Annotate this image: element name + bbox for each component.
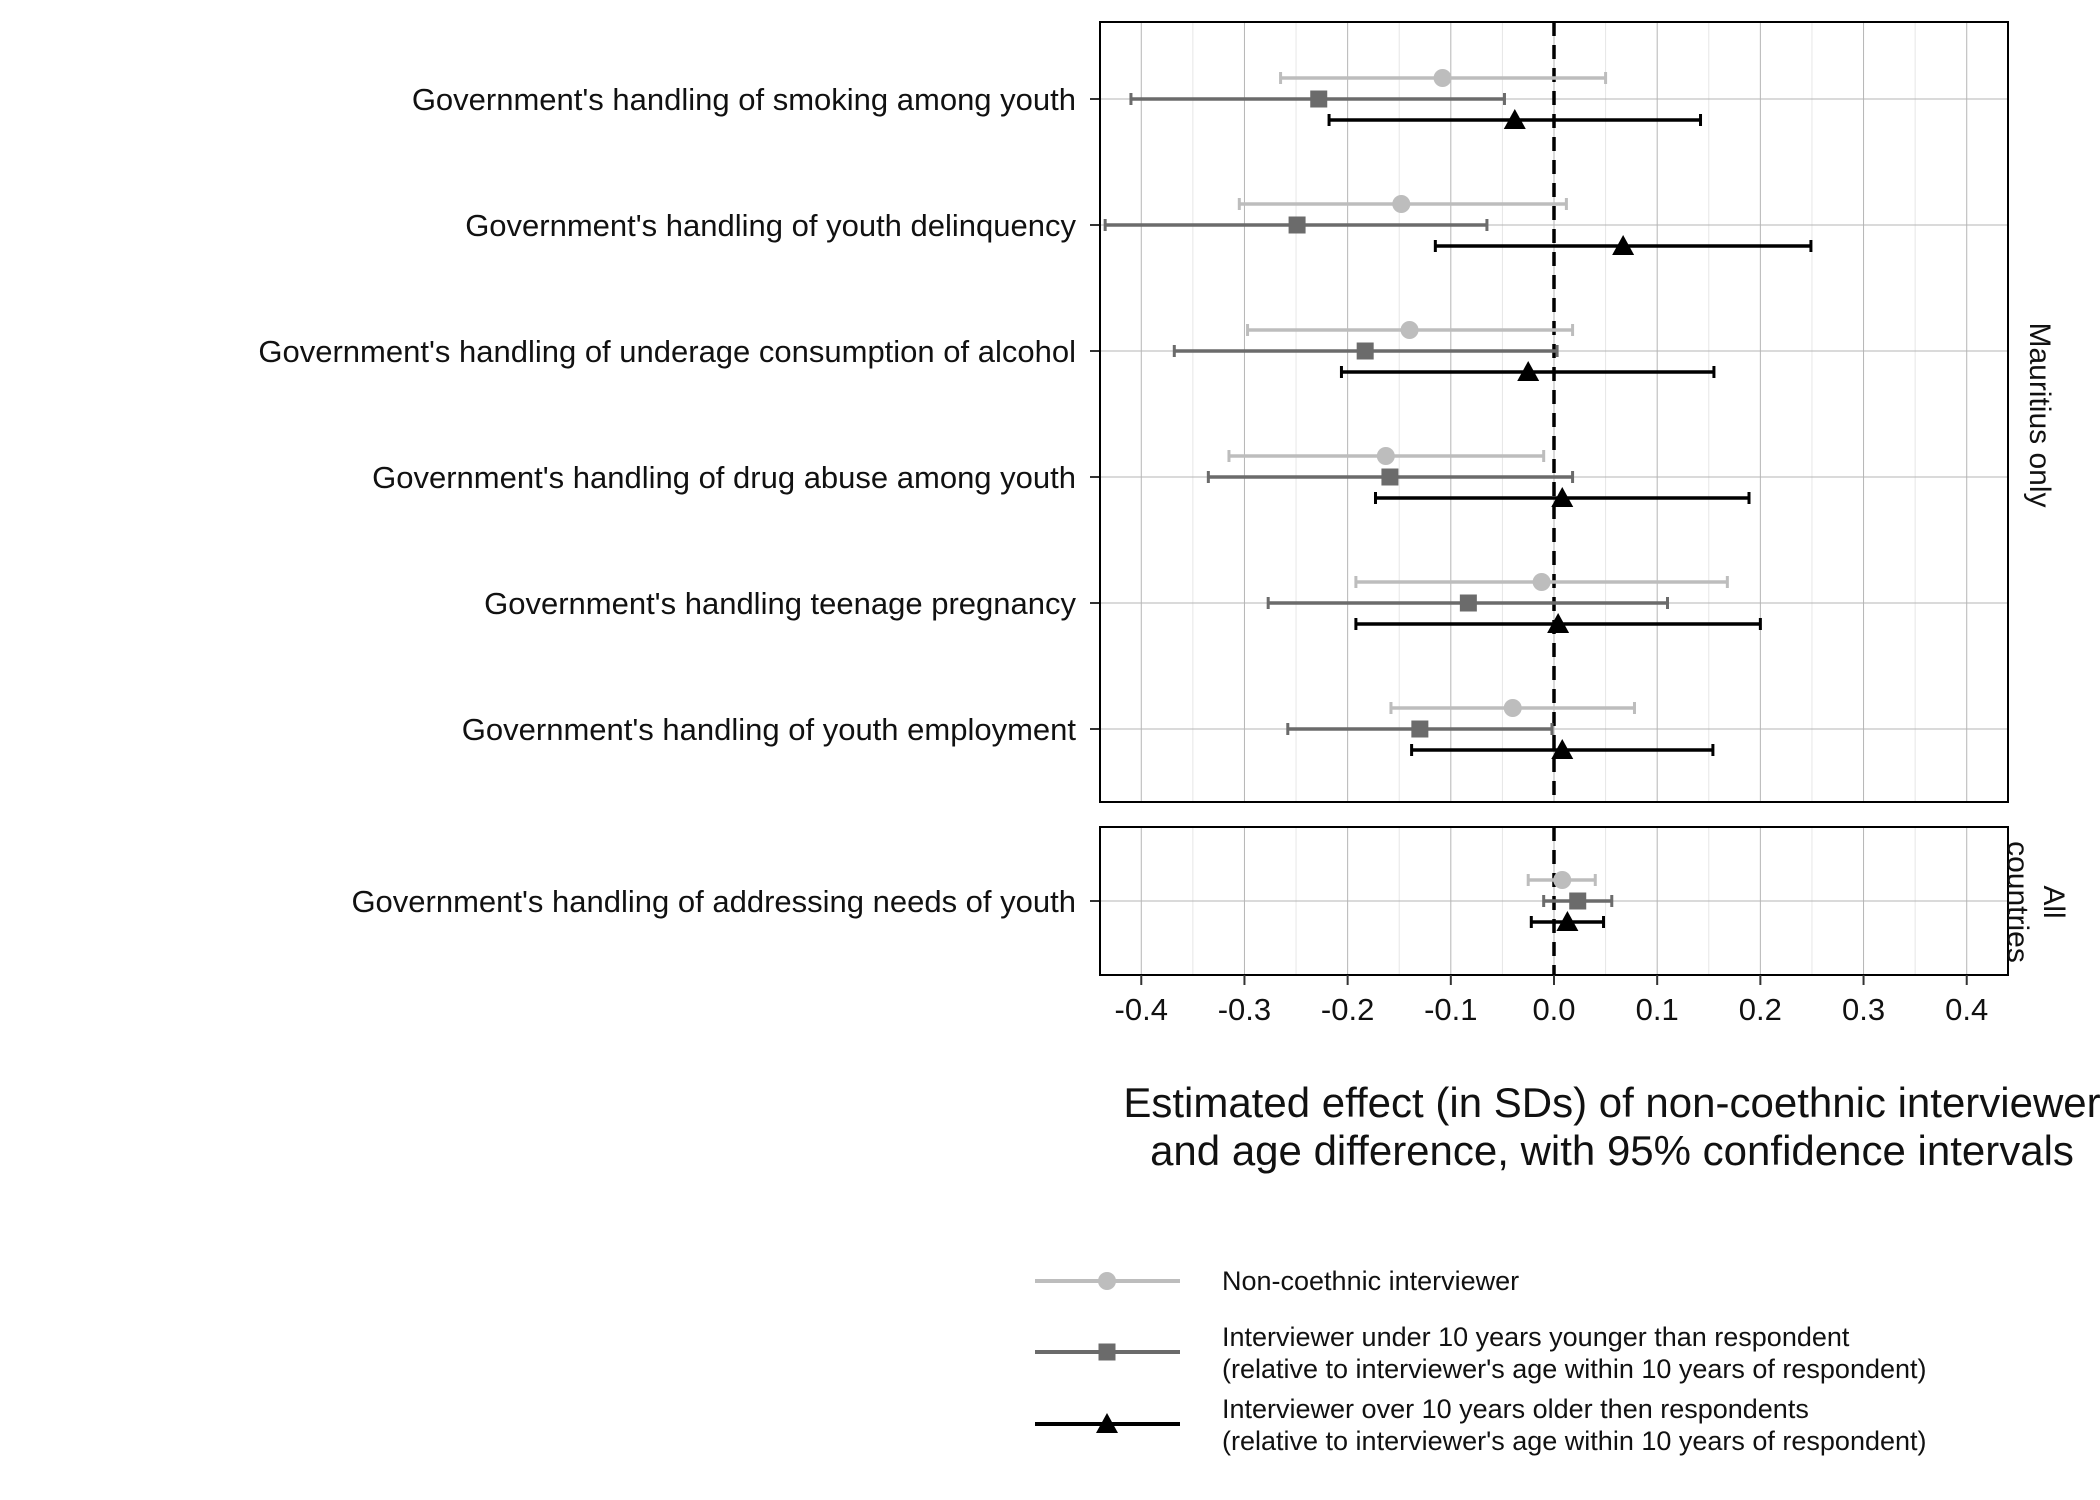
strip-label-line: All: [2037, 885, 2070, 918]
estimate-triangle: [1529, 911, 1606, 931]
x-tick-label: -0.2: [1321, 992, 1374, 1027]
row-label: Government's handling teenage pregnancy: [484, 586, 1076, 621]
row-label: Government's handling of youth delinquen…: [465, 208, 1076, 243]
estimate-triangle: [1354, 613, 1762, 633]
strip-label-line: Mauritius only: [2023, 322, 2056, 507]
estimate-square: [1103, 216, 1489, 234]
estimate-square: [1542, 892, 1614, 910]
row-label: Government's handling of addressing need…: [351, 884, 1076, 919]
x-tick-label: 0.4: [1945, 992, 1988, 1027]
legend-key-square: [1098, 1343, 1116, 1361]
x-tick-label: 0.1: [1636, 992, 1679, 1027]
estimate-circle: [1246, 321, 1575, 339]
legend-label: Interviewer over 10 years older then res…: [1222, 1394, 1809, 1424]
estimate-triangle: [1433, 235, 1813, 255]
legend-key-triangle: [1096, 1413, 1118, 1433]
legend-label: Non-coethnic interviewer: [1222, 1266, 1519, 1296]
estimate-circle: [1237, 195, 1568, 213]
panel-2: Government's handling of addressing need…: [351, 826, 2070, 976]
estimate-square: [1129, 90, 1506, 108]
estimate-triangle: [1327, 109, 1703, 129]
legend-label: Interviewer under 10 years younger than …: [1222, 1322, 1850, 1352]
point-estimate-triangle: [1547, 613, 1570, 633]
estimate-square: [1172, 342, 1559, 360]
point-estimate-square: [1381, 468, 1399, 486]
estimate-circle: [1227, 447, 1546, 465]
point-estimate-triangle: [1517, 361, 1540, 381]
estimate-circle: [1279, 69, 1608, 87]
point-estimate-circle: [1433, 69, 1452, 87]
row-label: Government's handling of youth employmen…: [462, 712, 1077, 747]
estimate-square: [1286, 720, 1554, 738]
point-estimate-circle: [1532, 573, 1551, 591]
strip-label: Mauritius only: [2023, 322, 2056, 507]
point-estimate-circle: [1392, 195, 1411, 213]
estimate-triangle: [1339, 361, 1716, 381]
x-tick-label: 0.0: [1532, 992, 1575, 1027]
panel-1: Government's handling of smoking among y…: [258, 21, 2056, 803]
point-estimate-square: [1288, 216, 1306, 234]
x-tick-label: -0.1: [1424, 992, 1477, 1027]
x-tick-label: -0.3: [1218, 992, 1271, 1027]
estimate-square: [1266, 594, 1669, 612]
strip-label-line: countries: [2001, 841, 2034, 963]
point-estimate-triangle: [1551, 739, 1574, 759]
point-estimate-triangle: [1551, 487, 1574, 507]
point-estimate-triangle: [1612, 235, 1635, 255]
estimate-circle: [1526, 871, 1597, 889]
x-axis-title-line-1: Estimated effect (in SDs) of non-coethni…: [1123, 1079, 2100, 1126]
strip-label: Allcountries: [2001, 841, 2070, 963]
legend-item-circle: Non-coethnic interviewer: [1035, 1266, 1519, 1296]
point-estimate-square: [1569, 892, 1587, 910]
point-estimate-circle: [1376, 447, 1395, 465]
estimate-circle: [1389, 699, 1636, 717]
point-estimate-square: [1310, 90, 1328, 108]
x-tick-label: -0.4: [1115, 992, 1168, 1027]
point-estimate-triangle: [1556, 911, 1579, 931]
point-estimate-circle: [1553, 871, 1572, 889]
panel-border: [1099, 21, 2009, 803]
x-axis: -0.4 -0.3 -0.2 -0.1 0.0 0.1 0.2 0.3 0.4: [1115, 975, 1988, 1027]
legend: Non-coethnic interviewer Interviewer unde…: [1035, 1266, 1927, 1456]
estimate-circle: [1354, 573, 1729, 591]
point-estimate-square: [1356, 342, 1374, 360]
estimate-triangle: [1410, 739, 1715, 759]
point-estimate-square: [1411, 720, 1429, 738]
point-estimate-square: [1459, 594, 1477, 612]
legend-label-line-2: (relative to interviewer's age within 10…: [1222, 1354, 1927, 1384]
point-estimate-triangle: [1503, 109, 1526, 129]
estimate-triangle: [1373, 487, 1751, 507]
row-label: Government's handling of drug abuse amon…: [372, 460, 1076, 495]
legend-label-line-2: (relative to interviewer's age within 10…: [1222, 1426, 1927, 1456]
row-label: Government's handling of underage consum…: [258, 334, 1076, 369]
estimate-square: [1206, 468, 1575, 486]
legend-key-circle: [1098, 1272, 1116, 1290]
x-tick-label: 0.2: [1739, 992, 1782, 1027]
x-axis-title-line-2: and age difference, with 95% confidence …: [1150, 1127, 2074, 1174]
point-estimate-circle: [1503, 699, 1522, 717]
point-estimate-circle: [1400, 321, 1419, 339]
plot-panels: Government's handling of smoking among y…: [258, 21, 2070, 976]
x-tick-label: 0.3: [1842, 992, 1885, 1027]
row-label: Government's handling of smoking among y…: [412, 82, 1076, 117]
legend-item-triangle: Interviewer over 10 years older then res…: [1035, 1394, 1927, 1456]
legend-item-square: Interviewer under 10 years younger than …: [1035, 1322, 1927, 1384]
